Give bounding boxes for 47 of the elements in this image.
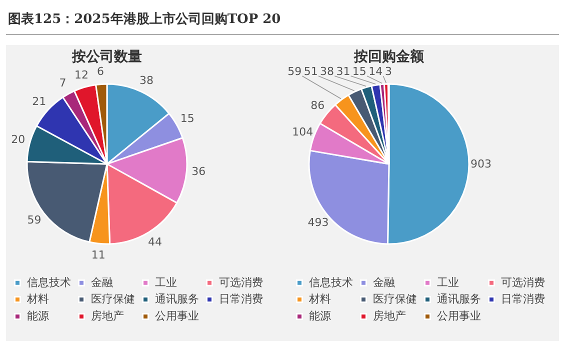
legend-label: 材料: [26, 292, 49, 306]
data-label: 59: [27, 213, 42, 226]
legend-label: 可选消费: [219, 276, 263, 289]
legend-label: 医疗保健: [373, 292, 417, 306]
legend-label: 材料: [308, 292, 331, 306]
legend-label: 通讯服务: [437, 292, 481, 306]
data-label: 21: [32, 94, 46, 108]
data-label: 493: [308, 216, 329, 229]
data-label: 86: [310, 98, 325, 112]
data-label: 12: [74, 68, 89, 82]
data-label: 15: [352, 65, 366, 78]
legend-label: 日常消费: [501, 292, 545, 306]
legend-label: 公用事业: [437, 310, 481, 322]
legend-label: 能源: [309, 310, 331, 322]
legend-label: 医疗保健: [91, 292, 135, 306]
data-label: 6: [97, 65, 104, 78]
legend-label: 信息技术: [309, 276, 353, 289]
chart-title: 图表125：2025年港股上市公司回购TOP 20: [7, 10, 282, 29]
legend-label: 可选消费: [501, 276, 545, 289]
data-label: 44: [148, 235, 162, 248]
data-label: 903: [470, 158, 492, 171]
legend-label: 工业: [155, 276, 177, 289]
data-label: 31: [336, 65, 350, 78]
legend-label: 信息技术: [27, 276, 71, 289]
legend-label: 房地产: [91, 310, 124, 322]
legend-label: 金融: [373, 276, 395, 289]
data-label: 14: [368, 65, 383, 78]
data-label: 38: [140, 74, 154, 87]
legend-label: 公用事业: [155, 310, 199, 322]
data-label: 59: [288, 65, 302, 78]
data-label: 51: [304, 65, 318, 78]
legend-label: 工业: [437, 276, 459, 289]
chart-subtitle: 按公司数量: [71, 49, 142, 66]
data-label: 7: [59, 76, 66, 90]
data-label: 15: [180, 112, 194, 126]
legend-label: 金融: [91, 276, 113, 289]
data-label: 104: [292, 125, 314, 138]
data-label: 38: [320, 65, 334, 78]
data-label: 20: [11, 133, 26, 146]
legend-label: 能源: [27, 310, 49, 322]
legend-label: 通讯服务: [155, 292, 199, 306]
data-label: 3: [385, 65, 392, 78]
legend-label: 日常消费: [219, 292, 263, 306]
data-label: 11: [91, 248, 106, 262]
chart-subtitle: 按回购金额: [353, 48, 425, 65]
legend-label: 房地产: [373, 310, 406, 322]
data-label: 36: [192, 165, 206, 178]
